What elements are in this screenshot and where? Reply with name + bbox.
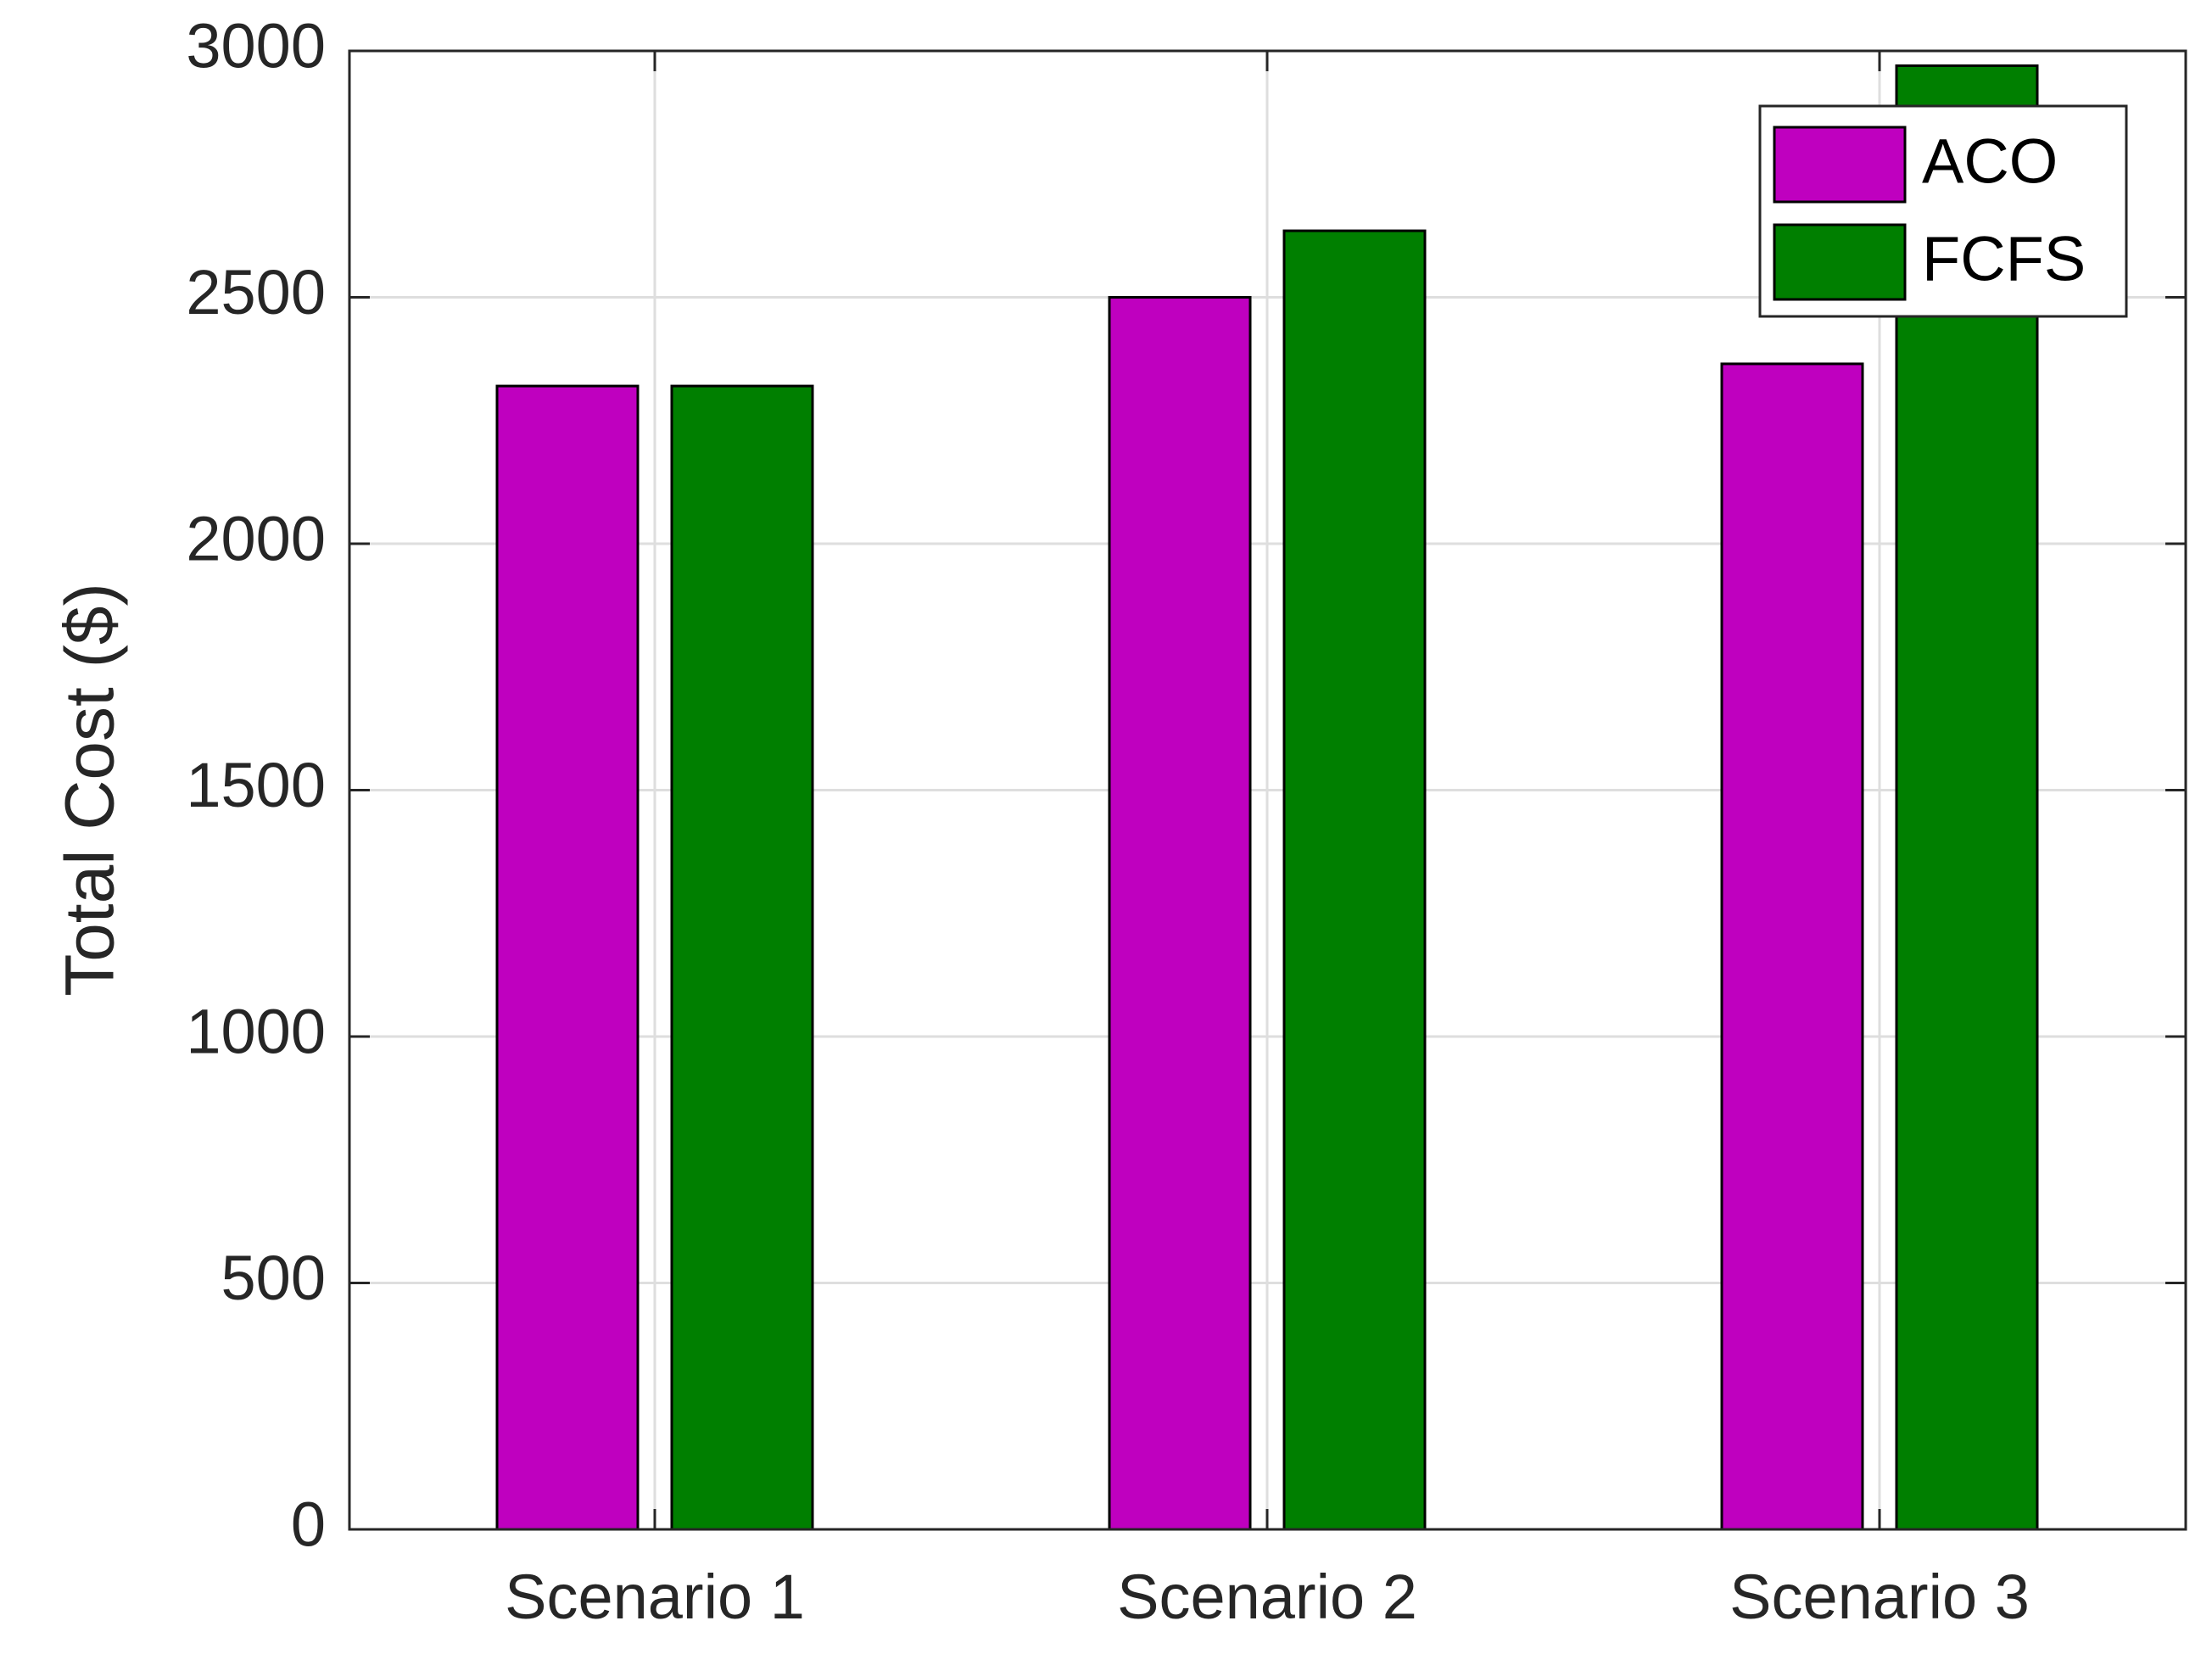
bar-aco-3 (1720, 362, 1864, 1531)
x-tick-label: Scenario 3 (1729, 1562, 2030, 1632)
legend-label: FCFS (1922, 224, 2086, 294)
y-tick-label: 2000 (186, 504, 326, 574)
y-tick-label: 2500 (186, 257, 326, 327)
legend-label: ACO (1922, 126, 2058, 197)
legend-swatch (1773, 223, 1907, 301)
x-tick-label: Scenario 1 (505, 1562, 805, 1632)
bar-aco-1 (495, 384, 640, 1531)
x-tick-labels: Scenario 1 Scenario 2 Scenario 3 (505, 1562, 2030, 1632)
y-axis-title: Total Cost ($) (52, 583, 129, 997)
bar-fcfs-2 (1282, 229, 1427, 1531)
y-tick-label: 500 (221, 1243, 326, 1313)
bar-aco-2 (1108, 296, 1252, 1531)
x-tick-label: Scenario 2 (1117, 1562, 1417, 1632)
legend-swatch (1773, 126, 1907, 204)
legend: ACO FCFS (1758, 104, 2128, 318)
y-tick-label: 0 (291, 1490, 326, 1560)
y-tick-label: 3000 (186, 11, 326, 81)
bars (495, 64, 2039, 1531)
y-tick-labels: 0 500 1000 1500 2000 2500 3000 (186, 11, 326, 1560)
y-tick-label: 1500 (186, 750, 326, 820)
bar-fcfs-1 (670, 384, 814, 1531)
y-tick-label: 1000 (186, 997, 326, 1067)
axis-ticks (349, 49, 2186, 1531)
